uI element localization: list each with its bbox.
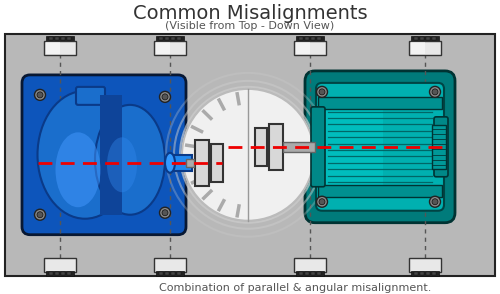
Bar [171,37,175,41]
FancyBboxPatch shape [76,87,105,105]
Bar [186,159,194,167]
Circle shape [432,199,438,205]
Bar [432,37,436,41]
Bar [61,37,65,41]
Bar [46,271,74,276]
Bar [165,272,169,275]
Ellipse shape [56,132,100,207]
Bar [154,41,186,55]
Circle shape [316,196,328,207]
Circle shape [162,210,168,216]
Bar [46,36,74,41]
FancyBboxPatch shape [325,98,383,196]
Bar [299,37,303,41]
Ellipse shape [165,153,175,173]
Bar [432,272,436,275]
Bar [311,37,315,41]
Bar [159,37,163,41]
Bar [211,144,223,182]
Bar [283,142,315,152]
Bar [296,42,310,54]
FancyBboxPatch shape [311,107,325,187]
Bar [294,258,326,272]
Bar [409,258,441,272]
Bar [177,37,181,41]
Bar [296,36,324,41]
Bar [5,34,495,276]
Circle shape [319,199,325,205]
Ellipse shape [95,105,165,215]
Bar [159,272,163,275]
FancyBboxPatch shape [22,75,186,235]
Bar [100,95,122,215]
Bar [426,272,430,275]
Bar [269,124,283,170]
Bar [171,272,175,275]
FancyBboxPatch shape [434,117,448,177]
Circle shape [319,89,325,95]
Bar [44,258,76,272]
Circle shape [34,209,46,220]
Bar [46,42,60,54]
FancyBboxPatch shape [316,83,444,211]
Bar [305,37,309,41]
Bar [426,37,430,41]
Bar [170,155,192,171]
Bar [55,272,59,275]
Bar [156,36,184,41]
Bar [195,140,209,186]
Text: Common Misalignments: Common Misalignments [132,4,368,24]
Bar [420,272,424,275]
Bar [255,128,267,166]
Bar [317,37,321,41]
Bar [420,37,424,41]
Bar [165,37,169,41]
Bar [67,37,71,41]
Bar [411,42,425,54]
Ellipse shape [107,137,137,192]
Bar [294,41,326,55]
Text: (Visible from Top - Down View): (Visible from Top - Down View) [166,21,334,31]
Bar [411,36,439,41]
Text: Combination of parallel & angular misalignment.: Combination of parallel & angular misali… [159,283,431,293]
Bar [311,272,315,275]
Circle shape [160,207,170,218]
Bar [414,272,418,275]
Bar [305,272,309,275]
Bar [44,41,76,55]
Circle shape [182,89,314,221]
Ellipse shape [38,91,132,219]
Bar [49,37,53,41]
Bar [154,258,186,272]
Circle shape [316,86,328,97]
Bar [55,37,59,41]
Bar [156,42,170,54]
Circle shape [37,212,43,218]
Bar [67,272,71,275]
Bar [61,272,65,275]
Bar [414,37,418,41]
Bar [156,271,184,276]
Circle shape [34,89,46,100]
Bar [49,272,53,275]
Circle shape [430,86,440,97]
Bar [411,271,439,276]
Bar [409,41,441,55]
Circle shape [37,92,43,98]
FancyBboxPatch shape [305,71,455,223]
Bar [318,185,442,197]
Bar [177,272,181,275]
Circle shape [162,94,168,100]
Circle shape [430,196,440,207]
Bar [432,125,446,169]
Bar [317,272,321,275]
Circle shape [432,89,438,95]
Circle shape [160,91,170,102]
Bar [299,272,303,275]
Bar [318,97,442,109]
Bar [296,271,324,276]
